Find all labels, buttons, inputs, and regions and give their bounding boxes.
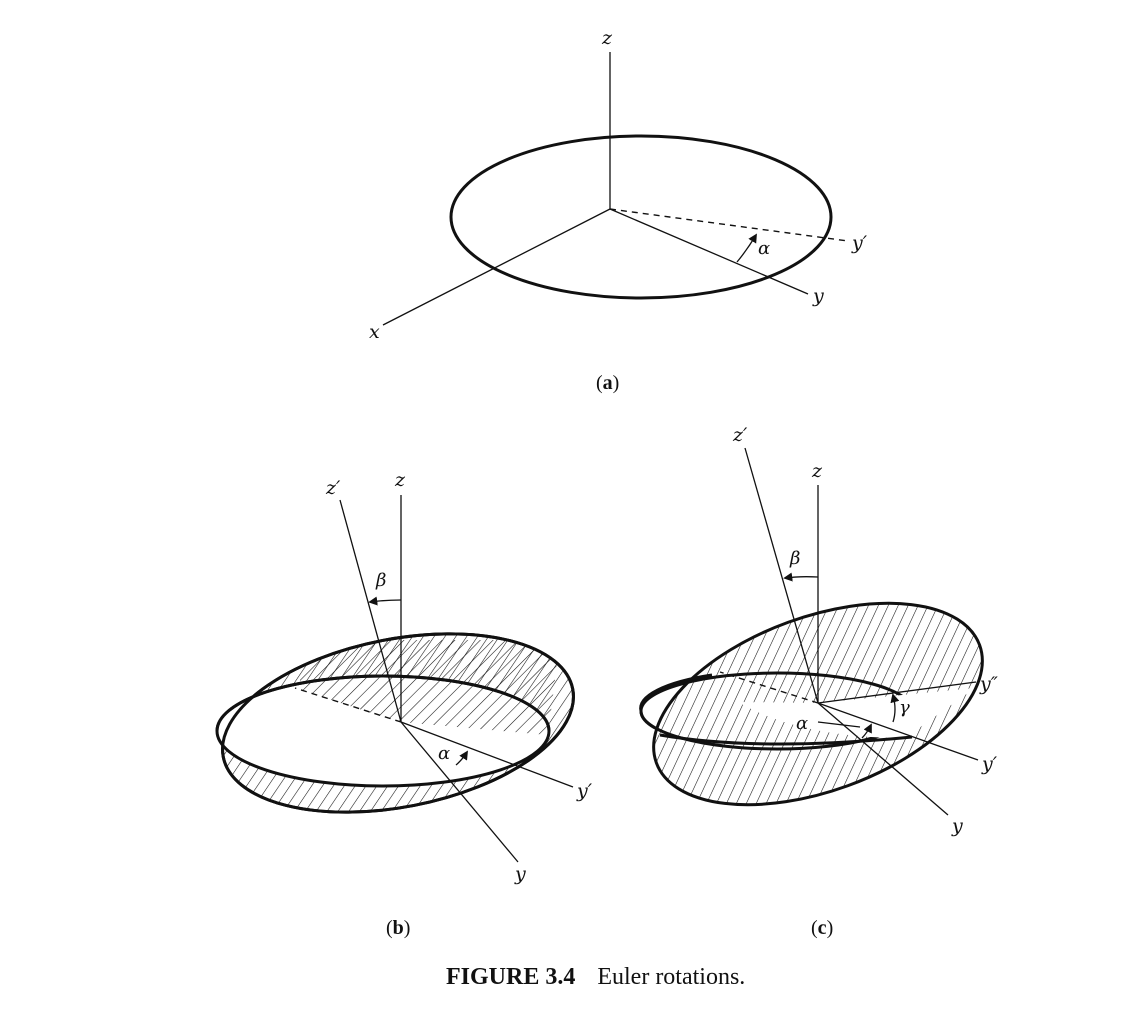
panel-c-beta-arc bbox=[783, 572, 819, 582]
panel-c-beta-label: β bbox=[789, 548, 800, 569]
panel-c-clear-region bbox=[738, 688, 975, 738]
panel-a-alpha-arc bbox=[736, 233, 757, 263]
panel-b-label: (b) bbox=[386, 917, 410, 939]
panel-b-y-axis bbox=[400, 721, 519, 863]
figure-number: FIGURE 3.4 bbox=[446, 964, 575, 990]
panel-b-node-line bbox=[294, 687, 402, 723]
panel-b-z-label: z bbox=[394, 469, 406, 491]
panel-b-beta-arc bbox=[368, 596, 402, 606]
panel-b-y-prime-label: y′ bbox=[576, 780, 593, 802]
panel-a-y-prime-label: y′ bbox=[851, 232, 868, 254]
panel-c-gamma-arc bbox=[890, 693, 900, 723]
panel-c-z-label: z bbox=[811, 460, 823, 482]
panel-a-disk bbox=[449, 134, 833, 300]
panel-a-y-prime-axis bbox=[609, 208, 849, 242]
panel-c-y-double-prime-axis bbox=[817, 681, 977, 704]
panel-b-z-prime-axis bbox=[339, 499, 402, 723]
panel-c: z z′ β α γ y y′ y″ (c) bbox=[639, 424, 998, 939]
panel-a-z-label: z bbox=[601, 27, 613, 49]
panel-c-gamma-label: γ bbox=[899, 697, 910, 718]
panel-c-y-prime-label: y′ bbox=[981, 753, 998, 775]
panel-c-y-double-prime-label: y″ bbox=[979, 673, 998, 695]
panel-b-hatch-upper bbox=[300, 640, 560, 735]
panel-a-x-axis bbox=[382, 208, 611, 326]
panel-c-alpha-label: α bbox=[796, 713, 808, 734]
panel-b-y-prime-axis bbox=[400, 721, 574, 788]
panel-a-y-axis bbox=[609, 208, 809, 295]
panel-b: z z′ β α y y′ (b) bbox=[215, 469, 593, 939]
panel-a-label: (a) bbox=[596, 372, 619, 394]
panel-c-label: (c) bbox=[811, 917, 833, 939]
panel-a-x-label: x bbox=[369, 321, 380, 343]
panel-c-y-axis bbox=[817, 702, 949, 816]
panel-c-alpha-arc bbox=[861, 723, 872, 739]
panel-a: z x y y′ α (a) bbox=[369, 27, 868, 394]
panel-b-beta-label: β bbox=[375, 570, 386, 591]
panel-b-z-prime-label: z′ bbox=[325, 477, 341, 499]
panel-b-alpha-label: α bbox=[438, 743, 450, 764]
panel-c-alpha-leader bbox=[817, 721, 861, 728]
panel-c-z-prime-axis bbox=[744, 447, 819, 704]
figure-title: Euler rotations. bbox=[597, 964, 745, 990]
panel-c-y-label: y bbox=[951, 815, 963, 837]
panel-b-y-label: y bbox=[514, 863, 526, 885]
panel-b-alpha-arc bbox=[455, 750, 468, 766]
panel-c-z-prime-label: z′ bbox=[732, 424, 748, 446]
panel-a-y-label: y bbox=[812, 285, 824, 307]
figure-caption: FIGURE 3.4 Euler rotations. bbox=[446, 964, 745, 990]
panel-a-alpha-label: α bbox=[758, 238, 770, 259]
panel-c-y-prime-axis bbox=[817, 702, 979, 761]
